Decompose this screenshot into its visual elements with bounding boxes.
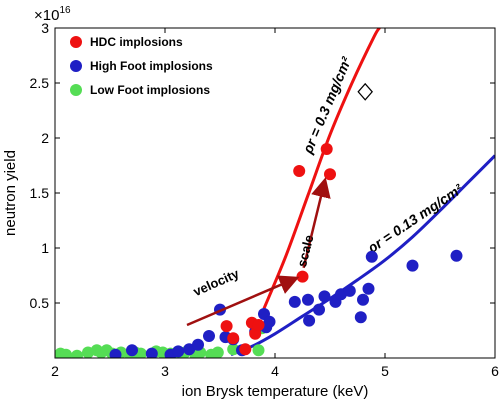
x-tick-label: 5 xyxy=(381,363,389,379)
highfoot-point xyxy=(313,303,325,316)
highfoot-point xyxy=(406,259,419,272)
fit-curve-highfoot xyxy=(230,154,495,357)
highfoot-point xyxy=(303,314,316,327)
highfoot-point xyxy=(192,338,204,351)
fit-curve-hdc xyxy=(262,28,381,310)
x-tick-label: 4 xyxy=(271,363,279,379)
lowfoot-point xyxy=(211,346,224,358)
y-multiplier: ×1016 xyxy=(34,5,71,24)
diamond-marker xyxy=(357,82,373,101)
highfoot-point xyxy=(362,282,375,295)
hdc-point xyxy=(252,319,265,331)
x-tick-label: 6 xyxy=(491,363,499,379)
highfoot-point xyxy=(145,347,158,358)
legend-item-highfoot-marker xyxy=(70,60,82,72)
highfoot-point xyxy=(203,330,215,342)
highfoot-point xyxy=(343,284,356,297)
legend-item-hdc-marker xyxy=(70,36,82,48)
hdc-point xyxy=(293,165,306,177)
lowfoot-point xyxy=(227,343,240,356)
x-axis-label: ion Brysk temperature (keV) xyxy=(182,383,369,400)
y-tick-label: 2 xyxy=(41,130,49,146)
highfoot-point xyxy=(357,293,369,306)
highfoot-point xyxy=(450,249,463,262)
velocity-arrow xyxy=(186,275,300,327)
highfoot-point xyxy=(263,315,276,328)
lowfoot-point xyxy=(252,344,265,357)
highfoot-point xyxy=(302,293,314,306)
y-tick-label: 3 xyxy=(41,20,49,36)
x-tick-label: 2 xyxy=(51,363,59,379)
hdc-point xyxy=(320,143,333,155)
axis-ticks: 2 3 4 5 6 0.5 1 1.5 2 2.5 3 xyxy=(30,20,500,379)
y-tick-label: 2.5 xyxy=(30,75,50,91)
legend: HDC implosions High Foot implosions Low Fo… xyxy=(70,35,213,97)
hdc-point xyxy=(220,320,233,333)
scale-arrow xyxy=(302,177,331,269)
y-tick-label: 0.5 xyxy=(30,295,50,311)
hdc-point xyxy=(324,168,336,181)
legend-item-hdc-label: HDC implosions xyxy=(90,35,183,49)
legend-item-highfoot-label: High Foot implosions xyxy=(90,59,213,73)
highfoot-point xyxy=(126,344,138,357)
highfoot-point xyxy=(318,290,331,303)
highfoot-point xyxy=(354,311,367,324)
x-tick-label: 3 xyxy=(161,363,169,379)
lowfoot-point xyxy=(60,348,72,358)
highfoot-point xyxy=(109,348,122,358)
lowfoot-point xyxy=(71,349,83,358)
hdc-point xyxy=(239,343,252,356)
hdc-point xyxy=(296,270,309,283)
y-multiplier-exponent: 16 xyxy=(59,5,71,16)
highfoot-point xyxy=(172,345,185,358)
legend-item-lowfoot-marker xyxy=(70,84,82,96)
hdc-point xyxy=(227,332,240,345)
legend-item-lowfoot-label: Low Foot implosions xyxy=(90,83,210,97)
y-tick-label: 1 xyxy=(41,240,49,256)
highfoot-point xyxy=(288,295,301,308)
plot-area xyxy=(55,28,495,358)
data-points xyxy=(55,143,463,358)
axes-frame xyxy=(54,27,496,359)
y-tick-label: 1.5 xyxy=(30,185,50,201)
y-axis-label: neutron yield xyxy=(2,150,19,236)
highfoot-point xyxy=(365,250,378,263)
